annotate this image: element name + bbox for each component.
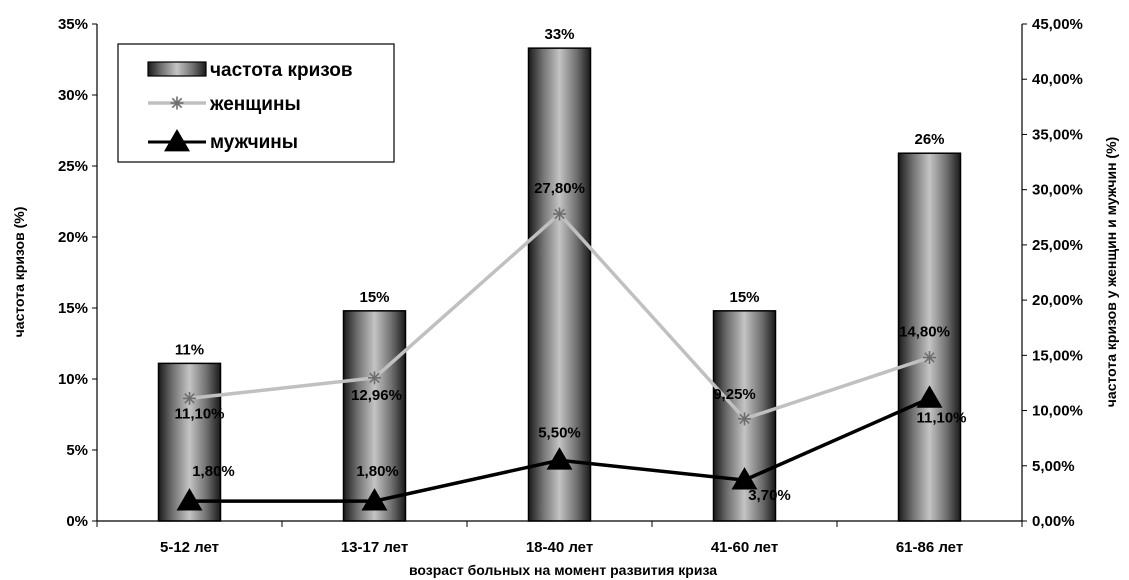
bars-layer: [157, 47, 962, 522]
men-marker: [176, 488, 203, 511]
y-right-tick-label: 25,00%: [1032, 237, 1083, 254]
women-marker: [368, 371, 381, 385]
bar: [527, 47, 592, 522]
y-tick-label: 10%: [58, 371, 88, 388]
legend-men-marker: [164, 129, 190, 152]
y-right-tick-label: 15,00%: [1032, 347, 1083, 364]
women-value-label: 9,25%: [713, 386, 756, 403]
x-tick-label: 41-60 лет: [711, 539, 778, 556]
men-marker: [546, 447, 573, 470]
men-value-label: 1,80%: [192, 463, 235, 480]
y-right-tick-label: 35,00%: [1032, 126, 1083, 143]
women-value-label: 11,10%: [174, 405, 224, 422]
y-axis-right-title: частота кризов у женщин и мужчин (%): [1103, 137, 1119, 407]
men-value-label: 5,50%: [538, 424, 581, 441]
women-value-label: 27,80%: [534, 180, 585, 197]
bar-value-label: 15%: [359, 289, 389, 306]
y-right-tick-label: 10,00%: [1032, 403, 1083, 420]
women-marker: [553, 207, 566, 221]
y-tick-label: 15%: [58, 300, 88, 317]
bar: [342, 310, 407, 522]
legend-label-bar: частота кризов: [210, 60, 353, 81]
y-right-tick-label: 5,00%: [1032, 458, 1075, 475]
women-value-label: 12,96%: [351, 387, 402, 404]
y-tick-label: 20%: [58, 229, 88, 246]
bar-value-label: 33%: [544, 26, 574, 43]
y-axis-title: частота кризов (%): [11, 207, 27, 338]
men-value-label: 1,80%: [356, 463, 399, 480]
y-right-tick-label: 0,00%: [1032, 513, 1075, 530]
y-right-tick-label: 20,00%: [1032, 292, 1083, 309]
men-marker: [361, 488, 388, 511]
legend-bar-swatch: [147, 61, 207, 77]
women-marker: [738, 412, 751, 426]
y-tick-label: 35%: [58, 16, 88, 33]
legend-label-women: женщины: [209, 94, 301, 115]
y-tick-label: 25%: [58, 158, 88, 175]
y-right-tick-label: 45,00%: [1032, 16, 1083, 33]
women-marker: [923, 351, 936, 365]
men-marker: [916, 385, 943, 408]
legend-label-men: мужчины: [210, 132, 298, 153]
men-value-label: 11,10%: [916, 409, 966, 426]
y-tick-label: 30%: [58, 87, 88, 104]
women-marker: [183, 391, 196, 405]
bar-value-label: 11%: [175, 341, 204, 358]
labels-layer: 11% 15% 33% 15% 26% 11,10% 12,96% 27,80% 9,25% 14…: [174, 26, 966, 504]
axes-layer: 0% 5% 10% 15% 20% 25% 30% 35% 0,00% 5,00% 10,00% 15…: [11, 16, 1119, 578]
bar-value-label: 15%: [729, 289, 759, 306]
y-right-tick-label: 30,00%: [1032, 182, 1083, 199]
y-tick-label: 5%: [66, 442, 88, 459]
x-axis-title: возраст больных на момент развития криза: [409, 562, 717, 578]
legend: частота кризов женщины мужчины: [117, 43, 395, 163]
x-tick-label: 13-17 лет: [341, 539, 408, 556]
women-value-label: 14,80%: [899, 324, 950, 341]
legend-women-marker: [170, 96, 184, 110]
y-tick-label: 0%: [66, 513, 88, 530]
x-tick-label: 5-12 лет: [160, 539, 219, 556]
lines-layer: [176, 207, 943, 511]
x-tick-label: 61-86 лет: [896, 539, 963, 556]
men-value-label: 3,70%: [748, 487, 791, 504]
x-tick-label: 18-40 лет: [526, 539, 593, 556]
bar-value-label: 26%: [914, 131, 944, 148]
men-marker: [731, 467, 758, 490]
y-right-tick-label: 40,00%: [1032, 71, 1083, 88]
